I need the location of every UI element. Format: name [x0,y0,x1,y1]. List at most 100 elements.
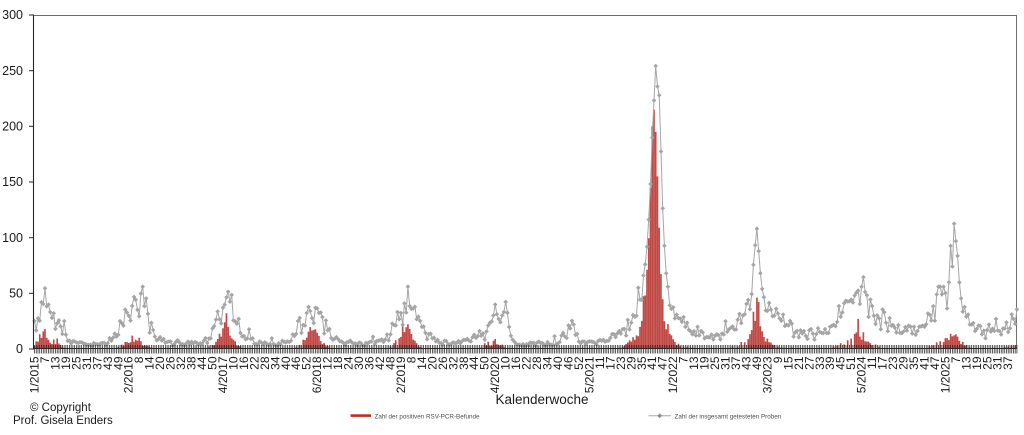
svg-text:4/2020: 4/2020 [488,356,502,393]
svg-text:300: 300 [2,8,23,22]
svg-text:31: 31 [719,356,733,370]
svg-text:20: 20 [153,356,167,370]
svg-text:49: 49 [750,356,764,370]
svg-text:22: 22 [520,356,534,370]
svg-text:50: 50 [9,287,23,301]
svg-text:1/2025: 1/2025 [938,356,952,393]
svg-text:2/2019: 2/2019 [394,356,408,393]
svg-text:46: 46 [289,356,303,370]
svg-text:37: 37 [729,356,743,370]
svg-text:Prof. Gisela Enders: Prof. Gisela Enders [13,415,113,427]
svg-text:41: 41 [918,356,932,370]
svg-text:7: 7 [949,356,963,363]
svg-text:4/2017: 4/2017 [216,356,230,393]
svg-text:8: 8 [132,356,146,363]
svg-text:5/2024: 5/2024 [855,356,869,393]
svg-text:28: 28 [530,356,544,370]
svg-text:35: 35 [907,356,921,370]
svg-text:47: 47 [928,356,942,370]
svg-text:38: 38 [185,356,199,370]
svg-text:46: 46 [562,356,576,370]
svg-text:23: 23 [886,356,900,370]
svg-text:250: 250 [2,64,23,78]
svg-text:19: 19 [698,356,712,370]
svg-text:47: 47 [656,356,670,370]
svg-text:26: 26 [164,356,178,370]
svg-text:38: 38 [457,356,471,370]
svg-text:29: 29 [624,356,638,370]
svg-text:26: 26 [436,356,450,370]
svg-text:© Copyright: © Copyright [30,402,92,414]
svg-text:100: 100 [2,231,23,245]
svg-text:23: 23 [614,356,628,370]
svg-text:34: 34 [541,356,555,370]
svg-text:16: 16 [509,356,523,370]
svg-text:11: 11 [593,356,607,369]
svg-text:52: 52 [572,356,586,370]
svg-text:27: 27 [802,356,816,370]
svg-text:35: 35 [635,356,649,370]
svg-text:39: 39 [823,356,837,370]
svg-text:150: 150 [2,175,23,189]
svg-text:10: 10 [499,356,513,370]
svg-text:18: 18 [331,356,345,370]
svg-text:Zahl der insgesamt getesteten: Zahl der insgesamt getesteten Proben [675,413,782,420]
svg-text:49: 49 [111,356,125,370]
svg-text:5/2021: 5/2021 [582,356,596,393]
svg-text:Zahl der positiven RSV-PCR-Bef: Zahl der positiven RSV-PCR-Befunde [375,413,480,420]
svg-text:44: 44 [195,356,209,370]
svg-text:25: 25 [980,356,994,370]
svg-text:50: 50 [206,356,220,370]
svg-text:24: 24 [342,356,356,370]
svg-text:32: 32 [446,356,460,370]
svg-text:12: 12 [321,356,335,370]
svg-text:29: 29 [897,356,911,370]
svg-text:31: 31 [80,356,94,370]
svg-text:19: 19 [970,356,984,370]
svg-text:34: 34 [268,356,282,370]
svg-text:28: 28 [258,356,272,370]
svg-text:20: 20 [425,356,439,370]
svg-text:14: 14 [143,356,157,370]
svg-text:40: 40 [279,356,293,370]
svg-text:25: 25 [69,356,83,370]
svg-text:17: 17 [603,356,617,370]
svg-text:19: 19 [59,356,73,370]
svg-text:11: 11 [865,356,879,369]
svg-text:14: 14 [415,356,429,370]
svg-text:43: 43 [740,356,754,370]
svg-text:52: 52 [300,356,314,370]
svg-text:21: 21 [792,356,806,370]
svg-text:44: 44 [467,356,481,370]
svg-text:17: 17 [876,356,890,370]
svg-text:31: 31 [991,356,1005,370]
svg-text:2/2016: 2/2016 [122,356,136,393]
svg-text:15: 15 [781,356,795,370]
svg-text:7: 7 [677,356,691,363]
svg-text:9: 9 [771,356,785,363]
svg-text:30: 30 [352,356,366,370]
svg-text:16: 16 [237,356,251,370]
svg-text:8: 8 [404,356,418,363]
svg-text:200: 200 [2,120,23,134]
svg-text:3/2023: 3/2023 [760,356,774,393]
svg-text:1/2022: 1/2022 [666,356,680,393]
svg-text:1/2015: 1/2015 [28,356,42,393]
svg-text:51: 51 [844,356,858,370]
svg-text:37: 37 [1001,356,1015,370]
svg-text:41: 41 [645,356,659,370]
svg-text:22: 22 [247,356,261,370]
svg-text:13: 13 [48,356,62,370]
svg-text:Kalenderwoche: Kalenderwoche [495,392,588,407]
svg-text:48: 48 [384,356,398,370]
svg-text:32: 32 [174,356,188,370]
svg-text:33: 33 [813,356,827,370]
svg-text:45: 45 [834,356,848,370]
svg-text:6/2018: 6/2018 [310,356,324,393]
svg-text:7: 7 [38,356,52,363]
svg-text:37: 37 [90,356,104,370]
svg-text:13: 13 [959,356,973,370]
svg-text:25: 25 [708,356,722,370]
svg-text:40: 40 [551,356,565,370]
svg-text:50: 50 [478,356,492,370]
